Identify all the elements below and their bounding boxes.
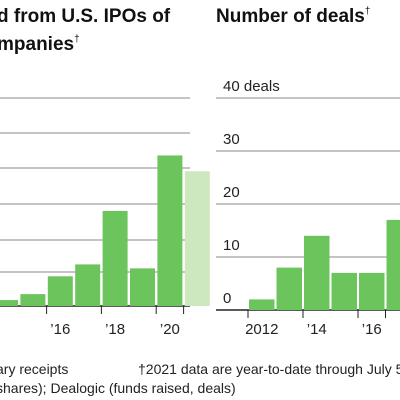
right-x-tick-label-1: ’14 [307, 321, 327, 338]
right-y-tick-label-4: 40 deals [223, 78, 280, 95]
right-bar-2012 [249, 299, 275, 310]
footnote-line1-right: †2021 data are year-to-date through July… [138, 361, 400, 377]
right-chart-title: Number of deals† [216, 6, 370, 27]
right-x-tick-label-2: ’16 [362, 321, 382, 338]
right-bar-2017 [386, 219, 400, 310]
right-bar-2015 [331, 272, 357, 310]
right-y-tick-label-2: 20 [223, 184, 240, 201]
left-bar-2014 [0, 300, 18, 306]
left-x-tick-label-0: ’16 [50, 321, 70, 338]
left-chart-title-line2-text: mpanies [0, 34, 74, 55]
left-bar-2018 [102, 210, 128, 306]
right-y-tick-label-0: 0 [223, 290, 231, 307]
left-chart-title-mark: † [74, 34, 80, 45]
right-y-tick-label-3: 30 [223, 131, 240, 148]
right-chart-title-text: Number of deals [216, 6, 365, 27]
left-x-tick-label-1: ’18 [105, 321, 125, 338]
right-bar-2013 [276, 267, 302, 310]
right-bar-2014 [304, 235, 330, 310]
left-chart-title-line2: mpanies† [0, 34, 80, 55]
right-x-tick-label-0: 2012 [245, 321, 278, 338]
right-x-ticks: 2012 ’14 ’16 [245, 310, 386, 338]
right-chart-title-mark: † [365, 6, 371, 17]
left-x-ticks: ’16 ’18 ’20 [46, 306, 185, 338]
right-y-ticks: 0 10 20 30 40 deals [223, 78, 280, 307]
left-bar-2021 [184, 171, 210, 306]
left-chart-title: d from U.S. IPOs of [0, 6, 171, 27]
left-bars [0, 155, 210, 306]
right-bar-2016 [359, 272, 385, 310]
left-bar-2015 [20, 294, 46, 306]
right-y-tick-label-1: 10 [223, 237, 240, 254]
footnote-line2: shares); Dealogic (funds raised, deals) [0, 380, 236, 396]
left-x-tick-label-2: ’20 [160, 321, 180, 338]
right-bars [249, 219, 400, 310]
left-bar-2020 [157, 155, 183, 306]
left-bar-2019 [130, 268, 155, 306]
footnote-line1-left: ary receipts [0, 361, 68, 377]
left-bar-2016 [47, 276, 73, 306]
left-bar-2017 [75, 264, 101, 306]
